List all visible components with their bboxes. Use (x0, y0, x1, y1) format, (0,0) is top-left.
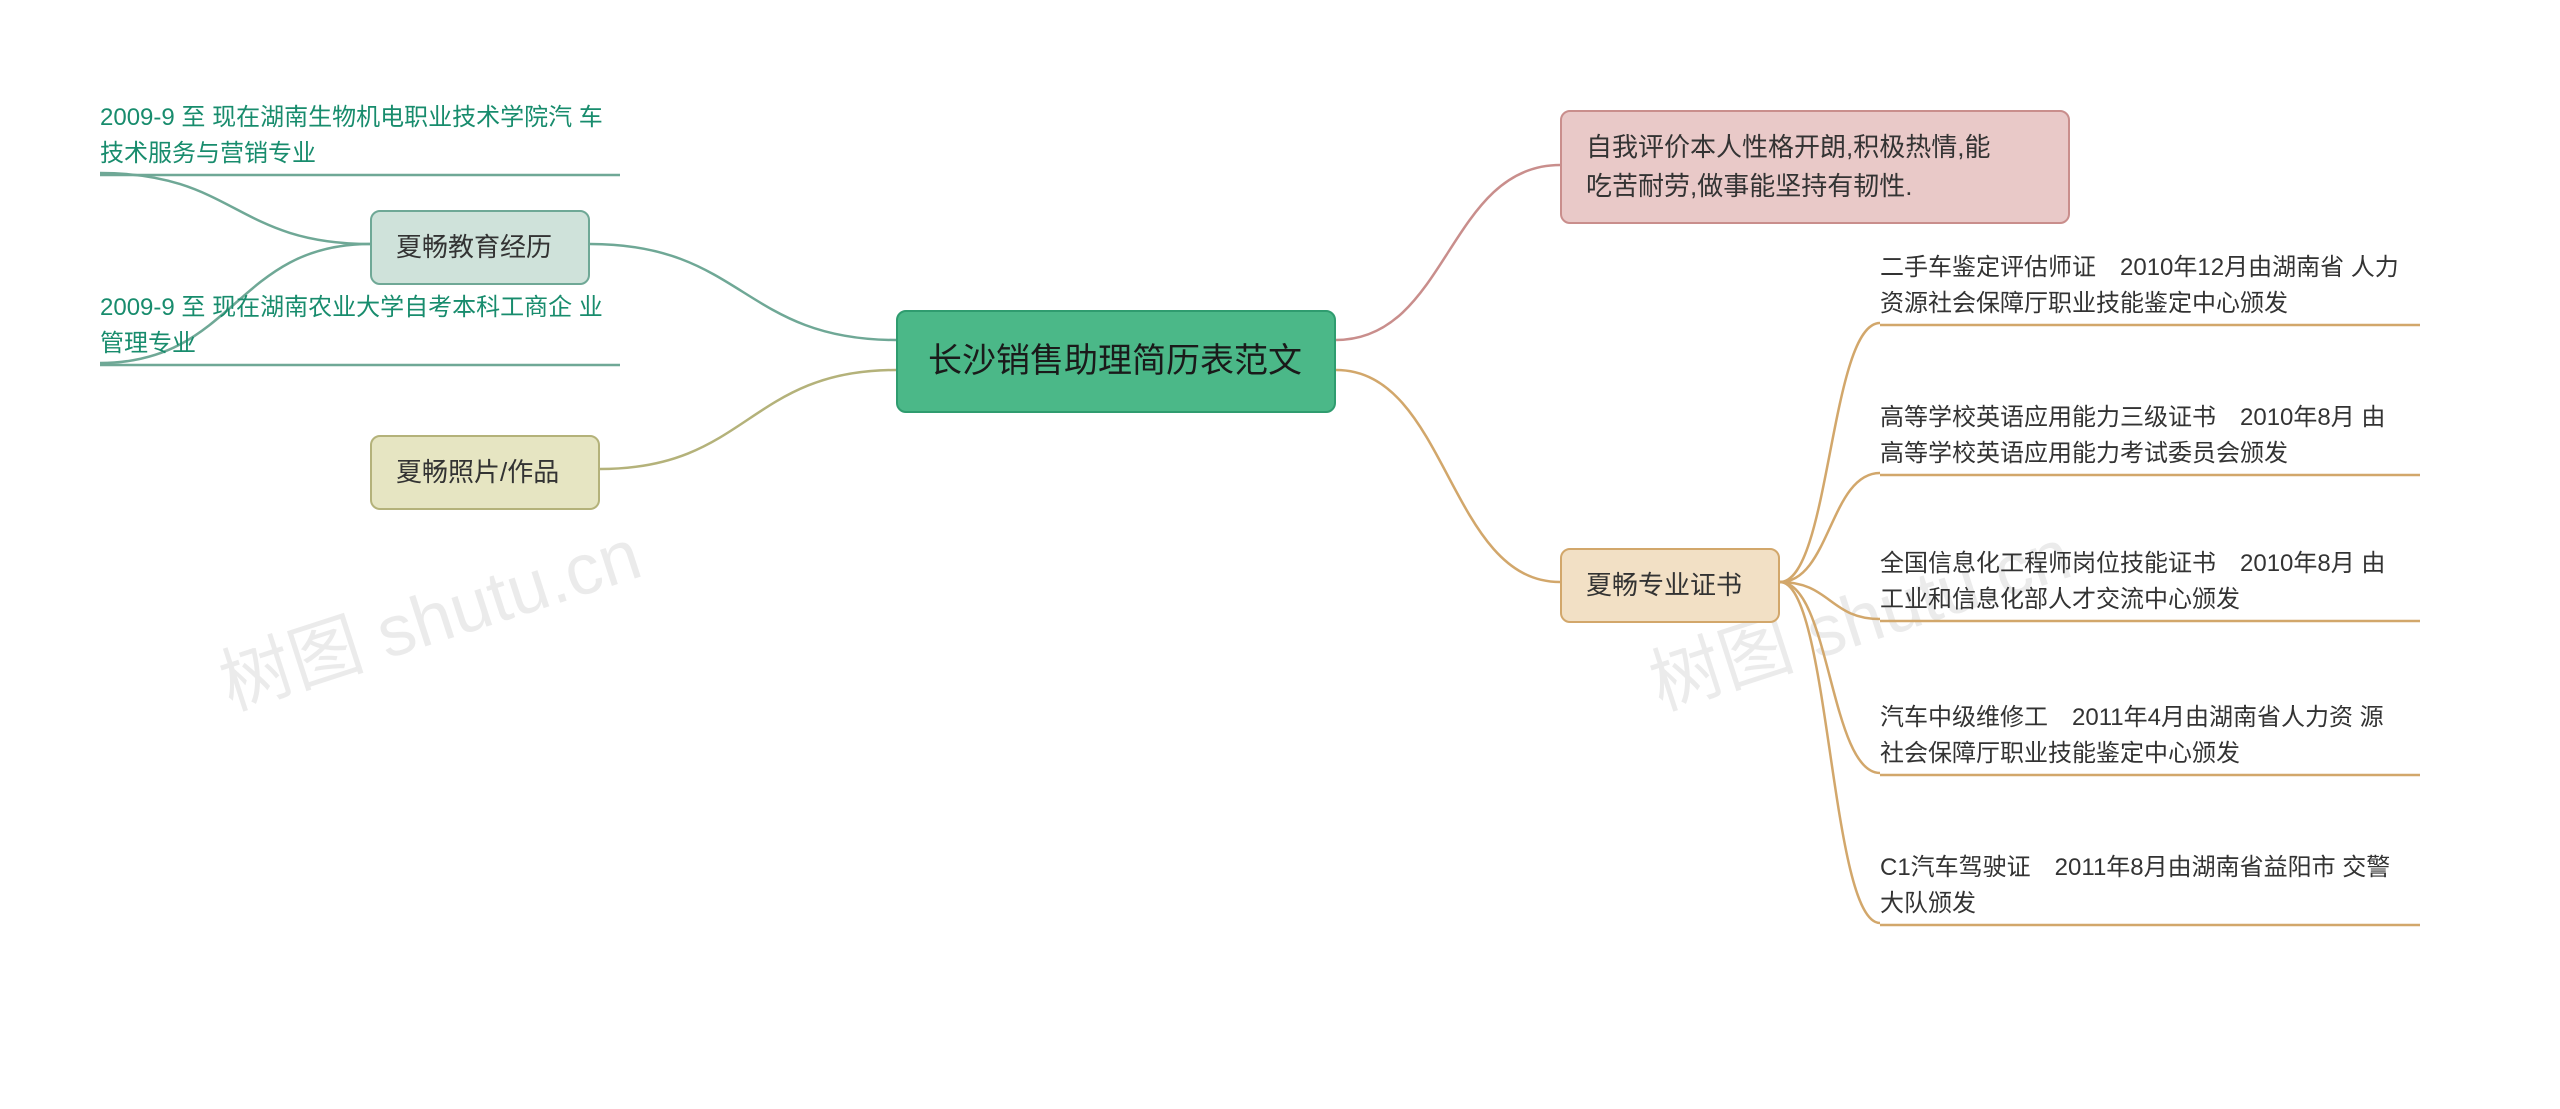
branch-education: 夏畅教育经历 (370, 210, 590, 285)
branch-photo: 夏畅照片/作品 (370, 435, 600, 510)
cert-leaf-2: 全国信息化工程师岗位技能证书 2010年8月 由工业和信息化部人才交流中心颁发 (1880, 546, 2400, 618)
branch-certificates: 夏畅专业证书 (1560, 548, 1780, 623)
cert-leaf-1: 高等学校英语应用能力三级证书 2010年8月 由高等学校英语应用能力考试委员会颁… (1880, 400, 2400, 472)
cert-leaf-0: 二手车鉴定评估师证 2010年12月由湖南省 人力资源社会保障厅职业技能鉴定中心… (1880, 250, 2400, 322)
cert-leaf-3: 汽车中级维修工 2011年4月由湖南省人力资 源社会保障厅职业技能鉴定中心颁发 (1880, 700, 2400, 772)
watermark-1: 树图 shutu.cn (204, 495, 651, 730)
edu-leaf-1: 2009-9 至 现在湖南农业大学自考本科工商企 业管理专业 (100, 290, 620, 362)
cert-leaf-4: C1汽车驾驶证 2011年8月由湖南省益阳市 交警大队颁发 (1880, 850, 2400, 922)
branch-self-eval: 自我评价本人性格开朗,积极热情,能 吃苦耐劳,做事能坚持有韧性. (1560, 110, 2070, 224)
root-node: 长沙销售助理简历表范文 (896, 310, 1336, 413)
edu-leaf-0: 2009-9 至 现在湖南生物机电职业技术学院汽 车技术服务与营销专业 (100, 100, 620, 172)
